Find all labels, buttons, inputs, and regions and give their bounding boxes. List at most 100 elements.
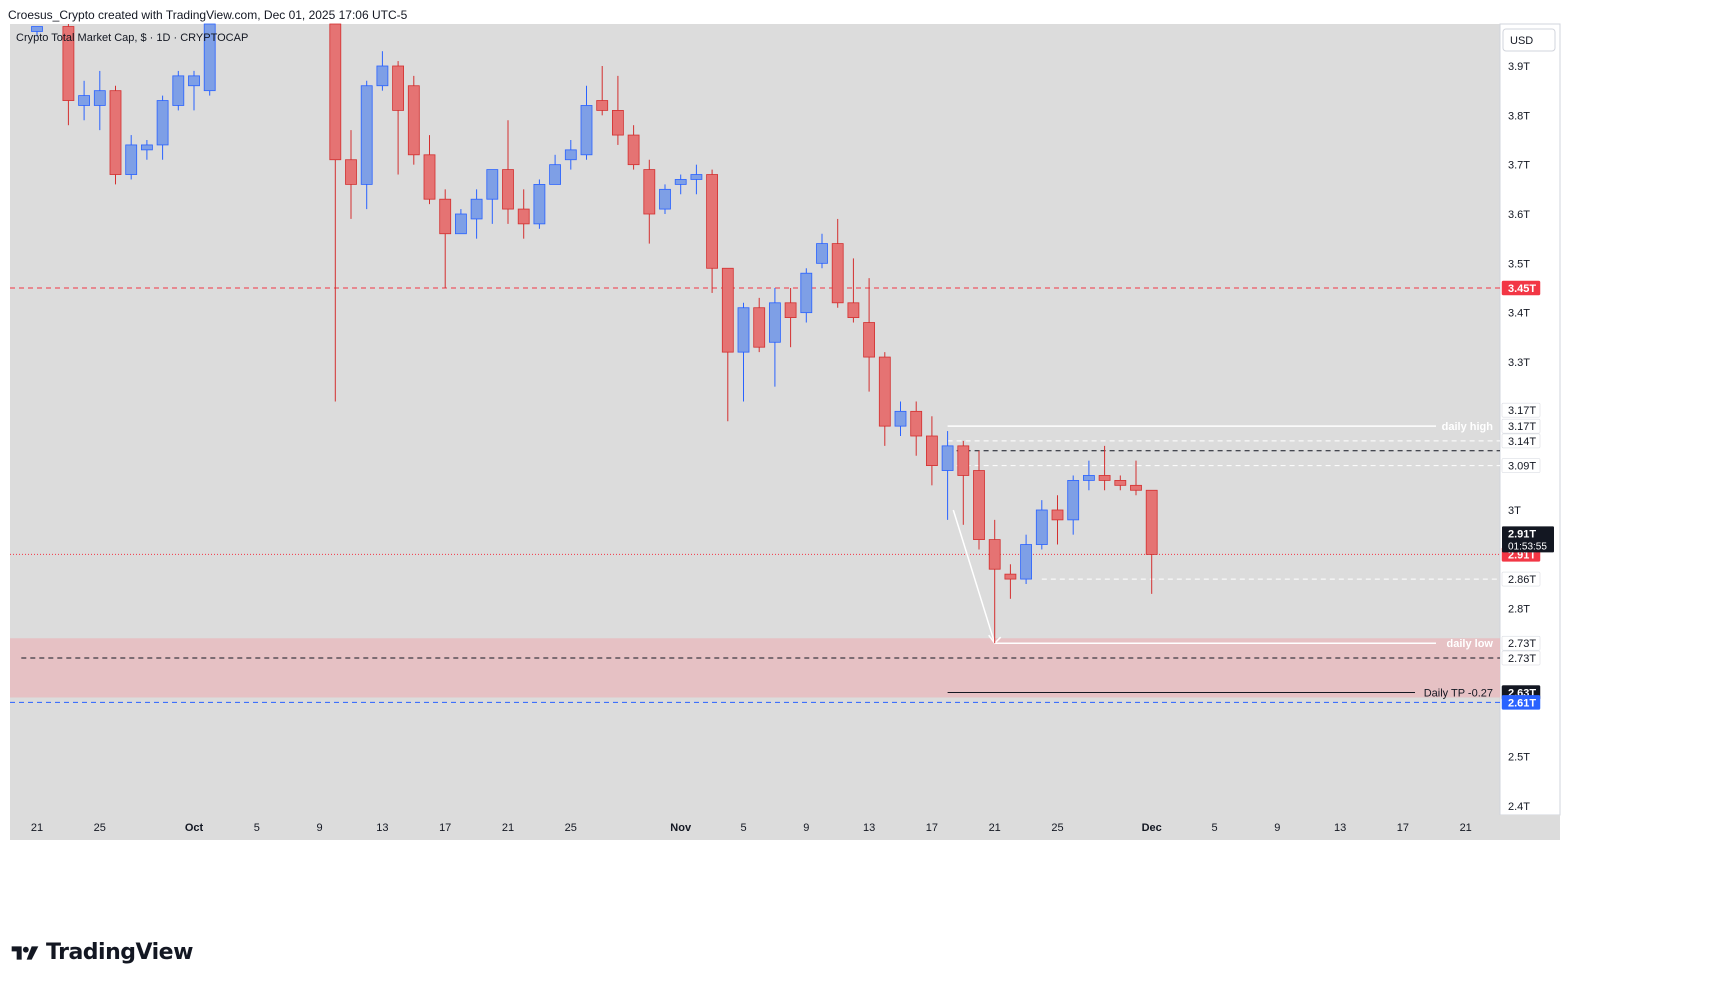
candle-body-63: [1145, 489, 1158, 555]
chart-credit: Croesus_Crypto created with TradingView.…: [8, 8, 408, 22]
candle-body-13: [360, 85, 373, 185]
price-badge-4: 2.86T: [1508, 574, 1536, 586]
candle-body-46: [878, 356, 891, 427]
price-badge-3: 3.09T: [1508, 461, 1536, 473]
candle-body-30: [627, 134, 640, 166]
candle-body-49: [926, 435, 938, 467]
candle-body-48: [910, 410, 923, 437]
drawn-line-label-2: Daily TP -0.27: [1424, 688, 1493, 700]
price-badge-6: 2.73T: [1508, 653, 1536, 665]
candle-body-58: [1067, 479, 1080, 521]
x-tick-label-16: Dec: [1142, 822, 1162, 834]
candle-body-61: [1114, 479, 1127, 486]
candle-body-41: [800, 272, 813, 314]
candle-body-23: [517, 208, 530, 225]
x-tick-label-20: 17: [1397, 822, 1409, 834]
current-price-box: [1502, 526, 1554, 553]
candle-body-38: [753, 307, 766, 348]
x-tick-label-19: 13: [1334, 822, 1346, 834]
candle-body-50: [941, 445, 954, 471]
candle-body-8: [172, 75, 185, 106]
candle-countdown: 01:53:55: [1508, 541, 1547, 552]
candle-body-27: [580, 105, 593, 156]
x-tick-label-0: 21: [31, 822, 43, 834]
candle-body-55: [1020, 544, 1032, 580]
candle-body-39: [769, 302, 781, 343]
y-tick-label-4: 3.5T: [1508, 258, 1530, 270]
trend-arrow-line: [952, 509, 996, 644]
axis-corner: [1500, 815, 1560, 840]
y-tick-label-1: 3.8T: [1508, 110, 1530, 122]
candle-body-62: [1130, 484, 1142, 491]
brand-name: TradingView: [46, 940, 193, 965]
level-badge-0: 3.45T: [1508, 283, 1536, 295]
candle-body-33: [674, 179, 687, 185]
candle-body-37: [737, 307, 750, 353]
y-tick-label-5: 3.4T: [1508, 308, 1530, 320]
price-badge-4-bg: [1501, 571, 1541, 587]
x-tick-label-18: 9: [1274, 822, 1280, 834]
candle-body-1: [62, 26, 75, 101]
candle-body-25: [549, 164, 561, 185]
candle-body-36: [721, 267, 734, 353]
price-badge-5-bg: [1501, 635, 1541, 651]
y-tick-label-8: 2.8T: [1508, 604, 1530, 616]
candle-body-60: [1098, 475, 1111, 481]
candle-body-34: [690, 174, 703, 180]
drawn-line-label-0: daily high: [1442, 421, 1494, 433]
y-tick-label-10: 2.4T: [1508, 801, 1530, 813]
demand-zone: [10, 638, 1500, 698]
y-tick-label-3: 3.6T: [1508, 209, 1530, 221]
candle-body-18: [439, 198, 452, 235]
price-badge-2: 3.14T: [1508, 436, 1536, 448]
price-badge-2-bg: [1501, 433, 1541, 449]
candle-body-9: [188, 75, 200, 87]
candle-body-6: [140, 144, 153, 151]
currency-button-label: USD: [1510, 35, 1533, 47]
candle-body-3: [93, 90, 106, 106]
tradingview-logo-icon: [11, 945, 39, 960]
drawn-line-label-1: daily low: [1447, 638, 1494, 650]
x-tick-label-2: Oct: [185, 822, 204, 834]
x-tick-label-1: 25: [94, 822, 106, 834]
candle-body-26: [564, 149, 577, 161]
candle-body-10: [203, 23, 216, 92]
x-tick-label-4: 9: [317, 822, 323, 834]
candle-body-29: [612, 110, 624, 136]
x-tick-label-13: 17: [926, 822, 938, 834]
price-badge-0: 3.17T: [1508, 405, 1536, 417]
x-tick-label-14: 21: [989, 822, 1001, 834]
level-badge-2: 2.61T: [1508, 697, 1536, 709]
price-badge-6-bg: [1501, 650, 1541, 666]
candle-body-59: [1083, 475, 1095, 481]
x-tick-label-9: Nov: [670, 822, 692, 834]
candle-body-56: [1035, 509, 1048, 545]
candle-body-17: [423, 154, 436, 200]
candle-body-44: [847, 302, 860, 318]
time-axis[interactable]: [10, 815, 1500, 840]
candle-body-35: [706, 174, 718, 269]
current-price-label: 2.91T: [1508, 528, 1536, 540]
x-tick-label-10: 5: [740, 822, 746, 834]
price-badge-5: 2.73T: [1508, 638, 1536, 650]
y-tick-label-6: 3.3T: [1508, 357, 1530, 369]
candle-body-14: [376, 65, 389, 87]
price-badge-1: 3.17T: [1508, 421, 1536, 433]
price-badge-0-bg: [1501, 402, 1541, 418]
candle-body-47: [894, 410, 907, 427]
candle-body-40: [784, 302, 797, 318]
candle-body-4: [109, 90, 122, 175]
candle-body-2: [78, 95, 90, 106]
x-tick-label-5: 13: [376, 822, 388, 834]
tradingview-logo: TradingView: [10, 940, 193, 965]
candle-body-0: [31, 26, 43, 32]
candle-body-11: [329, 23, 342, 161]
candle-body-43: [831, 243, 844, 304]
candle-body-57: [1051, 509, 1064, 521]
candle-body-53: [988, 539, 1001, 570]
x-tick-label-8: 25: [565, 822, 577, 834]
candle-body-5: [125, 144, 138, 175]
x-tick-label-11: 9: [803, 822, 809, 834]
currency-button[interactable]: [1502, 28, 1556, 52]
